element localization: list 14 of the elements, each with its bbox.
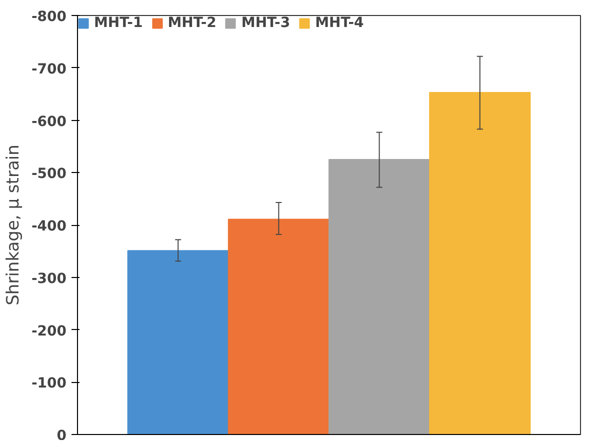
y-axis-title: Shrinkage, µ strain — [3, 144, 24, 306]
y-tick-label: -300 — [31, 270, 67, 287]
y-tick-label: 0 — [56, 428, 67, 444]
legend-label: MHT-2 — [168, 15, 216, 31]
y-tick-label: -700 — [31, 61, 67, 78]
y-tick-label: -600 — [31, 114, 67, 130]
legend-label: MHT-1 — [94, 15, 143, 31]
y-tick-label: -800 — [31, 9, 67, 25]
legend-label: MHT-4 — [315, 15, 364, 31]
y-tick-label: -200 — [31, 323, 67, 340]
y-tick-label: -500 — [31, 166, 67, 182]
legend-label: MHT-3 — [241, 15, 290, 31]
y-tick-label: -400 — [31, 218, 67, 234]
y-tick-label: -100 — [31, 376, 67, 392]
